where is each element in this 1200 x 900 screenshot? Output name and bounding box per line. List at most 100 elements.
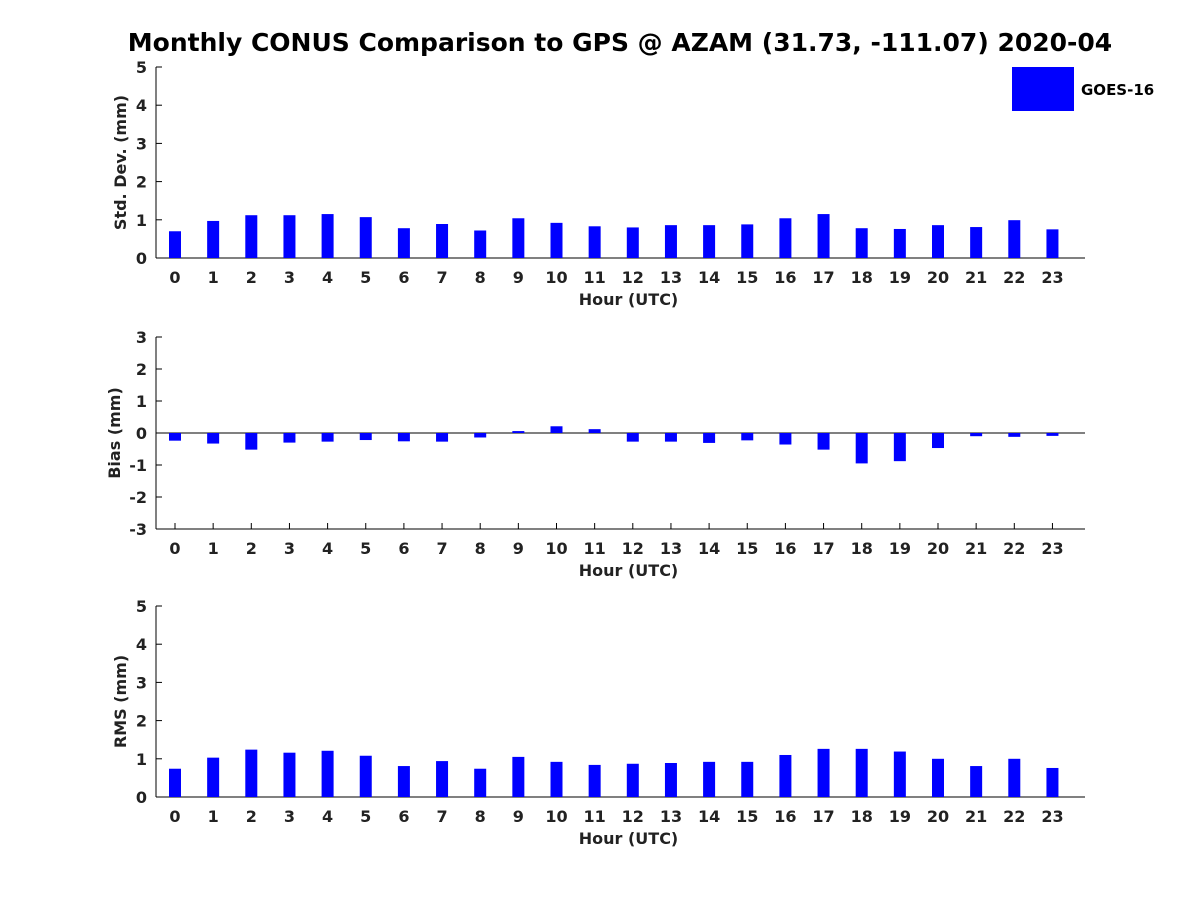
x-tick-label: 20 [927, 539, 949, 558]
bar [741, 761, 754, 797]
x-tick-label: 13 [660, 268, 682, 287]
y-axis-label: Std. Dev. (mm) [111, 95, 130, 230]
x-tick-label: 21 [965, 268, 987, 287]
x-tick-label: 19 [889, 539, 911, 558]
x-tick-label: 12 [622, 807, 644, 826]
y-tick-label: -2 [129, 488, 147, 507]
legend-label: GOES-16 [1081, 81, 1154, 99]
bar [512, 431, 525, 433]
bar [626, 227, 639, 258]
x-tick-label: 15 [736, 268, 758, 287]
x-tick-label: 16 [774, 807, 796, 826]
y-tick-label: 1 [136, 392, 147, 411]
x-tick-label: 20 [927, 268, 949, 287]
bar [1046, 767, 1059, 797]
bar [893, 228, 906, 258]
bar [664, 763, 677, 797]
bar [550, 426, 563, 433]
bar [932, 433, 944, 449]
bar [359, 217, 372, 258]
bar [283, 215, 296, 258]
x-tick-label: 7 [436, 268, 447, 287]
y-tick-label: 3 [136, 673, 147, 692]
bar [588, 429, 601, 433]
bar [169, 768, 181, 797]
x-tick-label: 17 [812, 539, 834, 558]
bar [855, 228, 868, 258]
x-tick-label: 8 [475, 539, 486, 558]
x-tick-label: 9 [513, 268, 524, 287]
bar [1046, 433, 1059, 436]
bar [970, 766, 983, 797]
bar [970, 227, 983, 258]
chart-title: Monthly CONUS Comparison to GPS @ AZAM (… [127, 28, 1113, 57]
x-tick-label: 4 [322, 807, 333, 826]
bar [779, 754, 792, 797]
bar [436, 761, 449, 797]
x-tick-label: 11 [584, 539, 606, 558]
x-tick-label: 3 [284, 268, 295, 287]
x-tick-label: 6 [398, 539, 409, 558]
y-tick-label: 4 [136, 635, 147, 654]
x-tick-label: 13 [660, 807, 682, 826]
x-tick-label: 22 [1003, 539, 1025, 558]
bar [626, 433, 639, 442]
x-tick-label: 15 [736, 807, 758, 826]
x-tick-label: 8 [475, 807, 486, 826]
bar [1008, 220, 1021, 258]
y-tick-label: 5 [136, 58, 147, 77]
x-tick-label: 0 [169, 268, 180, 287]
bar [207, 757, 220, 797]
x-tick-label: 16 [774, 268, 796, 287]
bar [817, 748, 830, 797]
x-tick-label: 9 [513, 807, 524, 826]
x-tick-label: 0 [169, 539, 180, 558]
bar [855, 748, 868, 797]
bar [397, 433, 410, 442]
bar [359, 755, 372, 797]
bar [588, 764, 601, 797]
bar [283, 752, 296, 797]
x-tick-label: 14 [698, 268, 720, 287]
bar [283, 433, 296, 443]
y-tick-label: 1 [136, 211, 147, 230]
x-tick-label: 5 [360, 807, 371, 826]
bar [245, 433, 258, 450]
x-tick-label: 6 [398, 807, 409, 826]
x-tick-label: 12 [622, 539, 644, 558]
bar [207, 220, 220, 258]
bar [474, 768, 487, 797]
x-tick-label: 1 [208, 807, 219, 826]
bar [169, 231, 181, 258]
bar [1008, 433, 1021, 437]
x-tick-label: 19 [889, 268, 911, 287]
x-tick-label: 15 [736, 539, 758, 558]
x-tick-label: 9 [513, 539, 524, 558]
bar [893, 433, 906, 462]
y-tick-label: 2 [136, 360, 147, 379]
bar [397, 228, 410, 258]
bar [321, 750, 334, 797]
y-axis-label: Bias (mm) [105, 387, 124, 479]
x-tick-label: 2 [246, 539, 257, 558]
x-tick-label: 10 [545, 807, 567, 826]
bar [550, 222, 563, 258]
x-tick-label: 2 [246, 268, 257, 287]
legend-swatch [1012, 67, 1074, 111]
y-axis-label: RMS (mm) [111, 655, 130, 748]
y-tick-label: 0 [136, 788, 147, 807]
bar [397, 766, 410, 797]
bar [626, 763, 639, 797]
bar [932, 758, 944, 797]
x-tick-label: 0 [169, 807, 180, 826]
bar [855, 433, 868, 464]
x-axis-label: Hour (UTC) [579, 290, 679, 309]
x-tick-label: 5 [360, 539, 371, 558]
bar [893, 751, 906, 797]
x-tick-label: 3 [284, 539, 295, 558]
bar [779, 433, 792, 445]
y-tick-label: 2 [136, 712, 147, 731]
x-tick-label: 21 [965, 807, 987, 826]
